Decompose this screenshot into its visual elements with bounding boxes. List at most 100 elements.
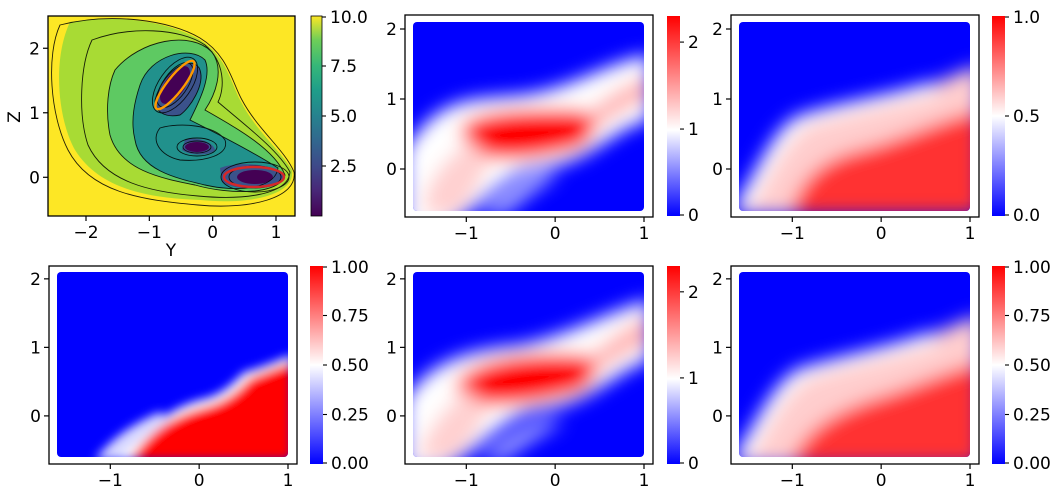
contour-line (182, 140, 212, 154)
panel0-ylabel: Z (5, 111, 25, 123)
x-tick-label: 1 (639, 224, 650, 244)
x-tick-label: 1 (271, 223, 282, 243)
heatmap1-upper-right (590, 75, 644, 130)
colorbar-tick-label: 5.0 (330, 107, 357, 127)
colorbar-tick-label: 0.75 (1013, 307, 1051, 327)
panel4-yticks: 0 1 2 (386, 270, 405, 427)
colorbar-tick-label: 10.0 (330, 8, 368, 28)
panel-heatmap-4: −1 0 1 0 1 2 0 1 2 (386, 265, 699, 491)
heatmap2-red-region (790, 110, 970, 211)
panel3-colorbar-ticks: 0.00 0.25 0.50 0.75 1.00 (323, 258, 369, 474)
panel0-colorbar-ticks: 2.5 5.0 7.5 10.0 (322, 8, 368, 177)
colorbar-tick-label: 1.0 (1013, 8, 1040, 28)
panel-heatmap-2: −1 0 1 0 1 2 0.0 0.5 1.0 (712, 8, 1040, 244)
heatmap3-red-region (130, 362, 288, 457)
heatmap4-red-core (455, 353, 598, 406)
contour-line (154, 62, 202, 117)
y-tick-label: 1 (712, 338, 723, 358)
heatmap1-pink (425, 140, 490, 211)
x-tick-label: −1 (137, 223, 162, 243)
panel5-colorbar-ticks: 0.00 0.25 0.50 0.75 1.00 (1005, 258, 1051, 474)
panel1-colorbar (667, 16, 680, 216)
colorbar-tick-label: 0.5 (1013, 107, 1040, 127)
x-tick-label: −1 (454, 471, 479, 491)
x-tick-label: −1 (98, 471, 123, 491)
colorbar-tick-label: 0.00 (331, 454, 369, 474)
x-tick-label: 0 (876, 471, 887, 491)
panel-heatmap-3: −1 0 1 0 1 2 0.00 0.25 0.50 0.75 1.00 (30, 258, 369, 491)
colorbar-tick-label: 0.25 (1013, 406, 1051, 426)
panel5-colorbar (992, 266, 1005, 464)
contour-line (151, 56, 199, 114)
x-tick-label: 0 (550, 224, 561, 244)
x-tick-label: 0 (876, 224, 887, 244)
colorbar-tick-label: 0.25 (331, 406, 369, 426)
x-tick-label: 1 (283, 471, 294, 491)
basin-a-ellipse (154, 59, 196, 111)
y-tick-label: 2 (386, 270, 397, 290)
y-tick-label: 0 (386, 407, 397, 427)
heatmap2-white-edge (739, 82, 940, 210)
panel3-xticks: −1 0 1 (98, 464, 294, 491)
colorbar-tick-label: 1.00 (1013, 258, 1051, 278)
y-tick-label: 0 (712, 407, 723, 427)
heatmap4-bottom-wedge (480, 420, 565, 457)
heatmap4-pink (420, 390, 488, 457)
x-tick-label: 1 (965, 224, 976, 244)
panel2-xticks: −1 0 1 (780, 217, 976, 244)
y-tick-label: 0 (386, 160, 397, 180)
contour-line (155, 124, 227, 161)
heatmap1-bottom-wedge (480, 172, 560, 211)
y-tick-label: 0 (712, 160, 723, 180)
y-tick-label: 0 (30, 407, 41, 427)
panel2-colorbar-ticks: 0.0 0.5 1.0 (1005, 8, 1040, 226)
panel3-yticks: 0 1 2 (30, 270, 49, 427)
panel1-yticks: 0 1 2 (386, 20, 405, 180)
panel5-xticks: −1 0 1 (780, 464, 975, 491)
panel-heatmap-5: −1 0 1 0 1 2 0.00 0.25 0.50 0.75 1.00 (712, 258, 1051, 491)
y-tick-label: 1 (386, 90, 397, 110)
x-tick-label: 0 (194, 471, 205, 491)
colorbar-tick-label: 0.50 (331, 356, 369, 376)
colorbar-tick-label: 2.5 (330, 157, 357, 177)
heatmap5-red-region (790, 362, 970, 457)
panel0-xticks: −2 −1 0 1 (73, 216, 281, 243)
colorbar-tick-label: 0.75 (331, 307, 369, 327)
panel2-yticks: 0 1 2 (712, 20, 731, 180)
colorbar-tick-label: 7.5 (330, 57, 357, 77)
basin-min-1 (159, 66, 191, 104)
colorbar-tick-label: 2 (688, 283, 699, 303)
contour-line (51, 18, 295, 207)
y-tick-label: 1 (29, 104, 40, 124)
x-tick-label: 1 (639, 471, 650, 491)
colorbar-tick-label: 1.00 (331, 258, 369, 278)
panel1-colorbar-ticks: 0 1 2 (680, 33, 699, 226)
x-tick-label: 0 (207, 223, 218, 243)
heatmap3-light-blue (95, 412, 170, 457)
x-tick-label: −1 (780, 471, 805, 491)
panel4-colorbar (667, 266, 680, 464)
contour-line (132, 52, 279, 190)
x-tick-label: −2 (73, 223, 98, 243)
basin-b-ellipse (222, 165, 286, 189)
colorbar-tick-label: 0.50 (1013, 356, 1051, 376)
panel0-xlabel: Y (165, 241, 177, 261)
y-tick-label: 1 (30, 338, 41, 358)
y-tick-label: 2 (712, 20, 723, 40)
contour-line (156, 62, 194, 108)
x-tick-label: 0 (550, 471, 561, 491)
heatmap4-upper-right (590, 315, 644, 375)
colorbar-tick-label: 0 (688, 454, 699, 474)
panel1-xticks: −1 0 1 (454, 217, 650, 244)
y-tick-label: 2 (386, 20, 397, 40)
colorbar-tick-label: 2 (688, 33, 699, 53)
heatmap1-red-core (460, 109, 595, 160)
y-tick-label: 1 (712, 90, 723, 110)
y-tick-label: 2 (30, 270, 41, 290)
colorbar-tick-label: 0.00 (1013, 454, 1051, 474)
heatmap5-white-edge (739, 332, 940, 457)
panel3-colorbar (310, 266, 323, 464)
y-tick-label: 0 (29, 168, 40, 188)
panel-heatmap-1: −1 0 1 0 1 2 0 1 2 (386, 14, 699, 244)
panel5-yticks: 0 1 2 (712, 270, 731, 427)
